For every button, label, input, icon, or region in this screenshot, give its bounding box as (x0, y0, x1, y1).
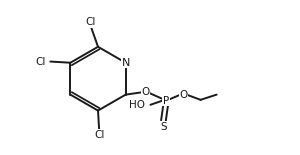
Text: N: N (122, 58, 130, 68)
Text: Cl: Cl (36, 57, 46, 66)
Text: P: P (163, 95, 169, 106)
Text: HO: HO (128, 100, 145, 110)
Text: O: O (179, 90, 188, 100)
Text: Cl: Cl (86, 17, 96, 27)
Text: S: S (160, 122, 167, 132)
Text: O: O (142, 87, 150, 97)
Text: Cl: Cl (94, 130, 104, 140)
